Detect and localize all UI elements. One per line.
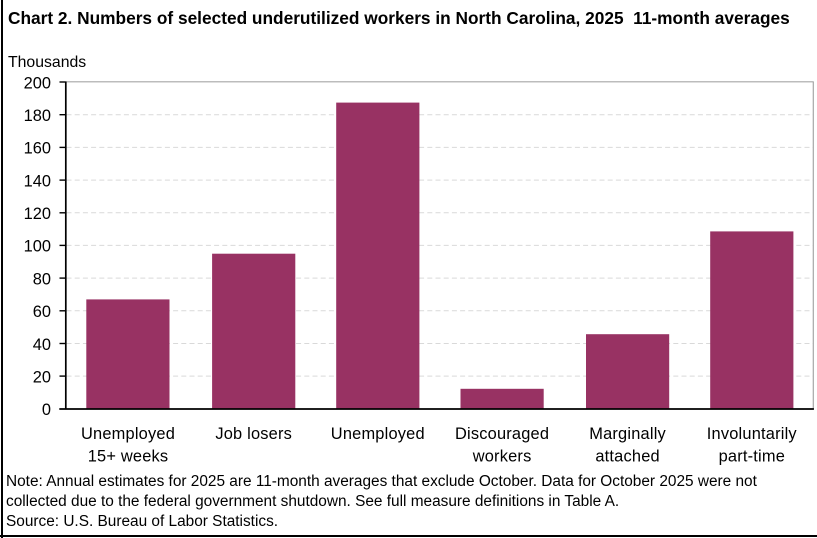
svg-text:60: 60 (33, 303, 51, 321)
svg-text:15+ weeks: 15+ weeks (88, 448, 169, 466)
svg-text:Unemployed: Unemployed (81, 425, 175, 443)
svg-text:40: 40 (33, 336, 51, 354)
svg-text:workers: workers (472, 448, 532, 466)
svg-text:Marginally: Marginally (589, 425, 666, 443)
svg-text:Involuntarily: Involuntarily (707, 425, 798, 443)
svg-text:0: 0 (42, 401, 51, 419)
svg-text:20: 20 (33, 369, 51, 387)
svg-text:part-time: part-time (719, 448, 785, 466)
svg-text:100: 100 (24, 238, 51, 256)
svg-text:180: 180 (24, 107, 51, 125)
svg-text:120: 120 (24, 205, 51, 223)
svg-text:Discouraged: Discouraged (455, 425, 549, 443)
svg-text:Unemployed: Unemployed (331, 425, 425, 443)
svg-text:200: 200 (24, 74, 51, 92)
svg-text:80: 80 (33, 270, 51, 288)
svg-text:160: 160 (24, 140, 51, 158)
svg-text:140: 140 (24, 172, 51, 190)
svg-text:Job losers: Job losers (215, 425, 292, 443)
svg-text:attached: attached (595, 448, 659, 466)
